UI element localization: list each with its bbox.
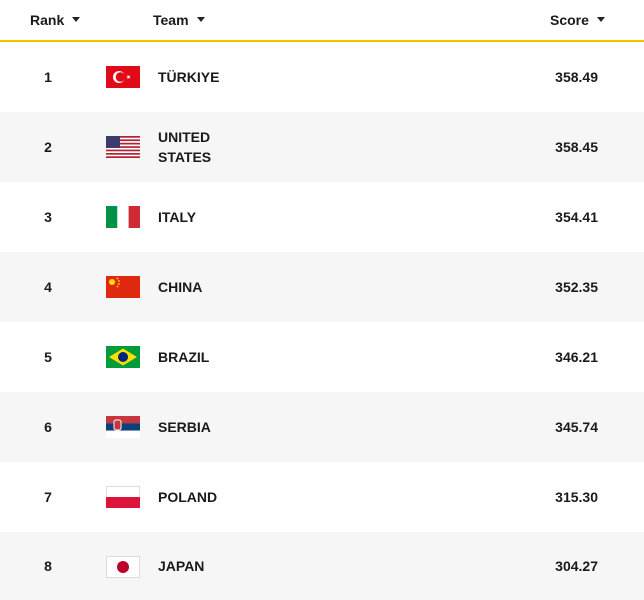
score: 358.49 — [555, 69, 598, 85]
rank: 3 — [44, 209, 52, 225]
flag — [106, 486, 140, 508]
rank: 6 — [44, 419, 52, 435]
sort-icon — [196, 17, 205, 22]
team: ITALY — [158, 209, 197, 225]
team-header[interactable]: Team — [153, 0, 205, 40]
table-row: 8 JAPAN 304.27 — [0, 532, 644, 600]
rank-header[interactable]: Rank — [30, 0, 81, 40]
table-row: 5 BRAZIL 346.21 — [0, 322, 644, 392]
team: JAPAN — [158, 558, 205, 574]
score: 315.30 — [555, 489, 598, 505]
table-header: Rank Team Score — [0, 0, 644, 42]
sort-icon — [72, 17, 81, 22]
table-row: 7 POLAND 315.30 — [0, 462, 644, 532]
flag — [106, 276, 140, 298]
score: 352.35 — [555, 279, 598, 295]
rank: 5 — [44, 349, 52, 365]
team: UNITED STATES — [158, 129, 212, 165]
table-row: 6 SERBIA 345.74 — [0, 392, 644, 462]
table-row: 3 ITALY 354.41 — [0, 182, 644, 252]
flag — [106, 556, 140, 578]
score: 345.74 — [555, 419, 598, 435]
rank: 1 — [44, 69, 52, 85]
score: 346.21 — [555, 349, 598, 365]
team: BRAZIL — [158, 349, 210, 365]
team: CHINA — [158, 279, 203, 295]
table-row: 2 UNITED STATES 358.45 — [0, 112, 644, 182]
flag — [106, 136, 140, 158]
score: 358.45 — [555, 139, 598, 155]
flag — [106, 66, 140, 88]
team: POLAND — [158, 489, 218, 505]
header-label: Score — [550, 12, 589, 28]
sort-icon — [596, 17, 605, 22]
flag — [106, 416, 140, 438]
score-header[interactable]: Score — [550, 0, 605, 40]
header-label: Rank — [30, 12, 65, 28]
table-row: 4 CHINA 352.35 — [0, 252, 644, 322]
score: 304.27 — [555, 558, 598, 574]
rank: 7 — [44, 489, 52, 505]
rank: 2 — [44, 139, 52, 155]
team: SERBIA — [158, 419, 211, 435]
team: TÜRKIYE — [158, 69, 220, 85]
flag — [106, 346, 140, 368]
rank: 8 — [44, 558, 52, 574]
score: 354.41 — [555, 209, 598, 225]
rank: 4 — [44, 279, 52, 295]
flag — [106, 206, 140, 228]
table-row: 1 TÜRKIYE 358.49 — [0, 42, 644, 112]
header-label: Team — [153, 12, 189, 28]
